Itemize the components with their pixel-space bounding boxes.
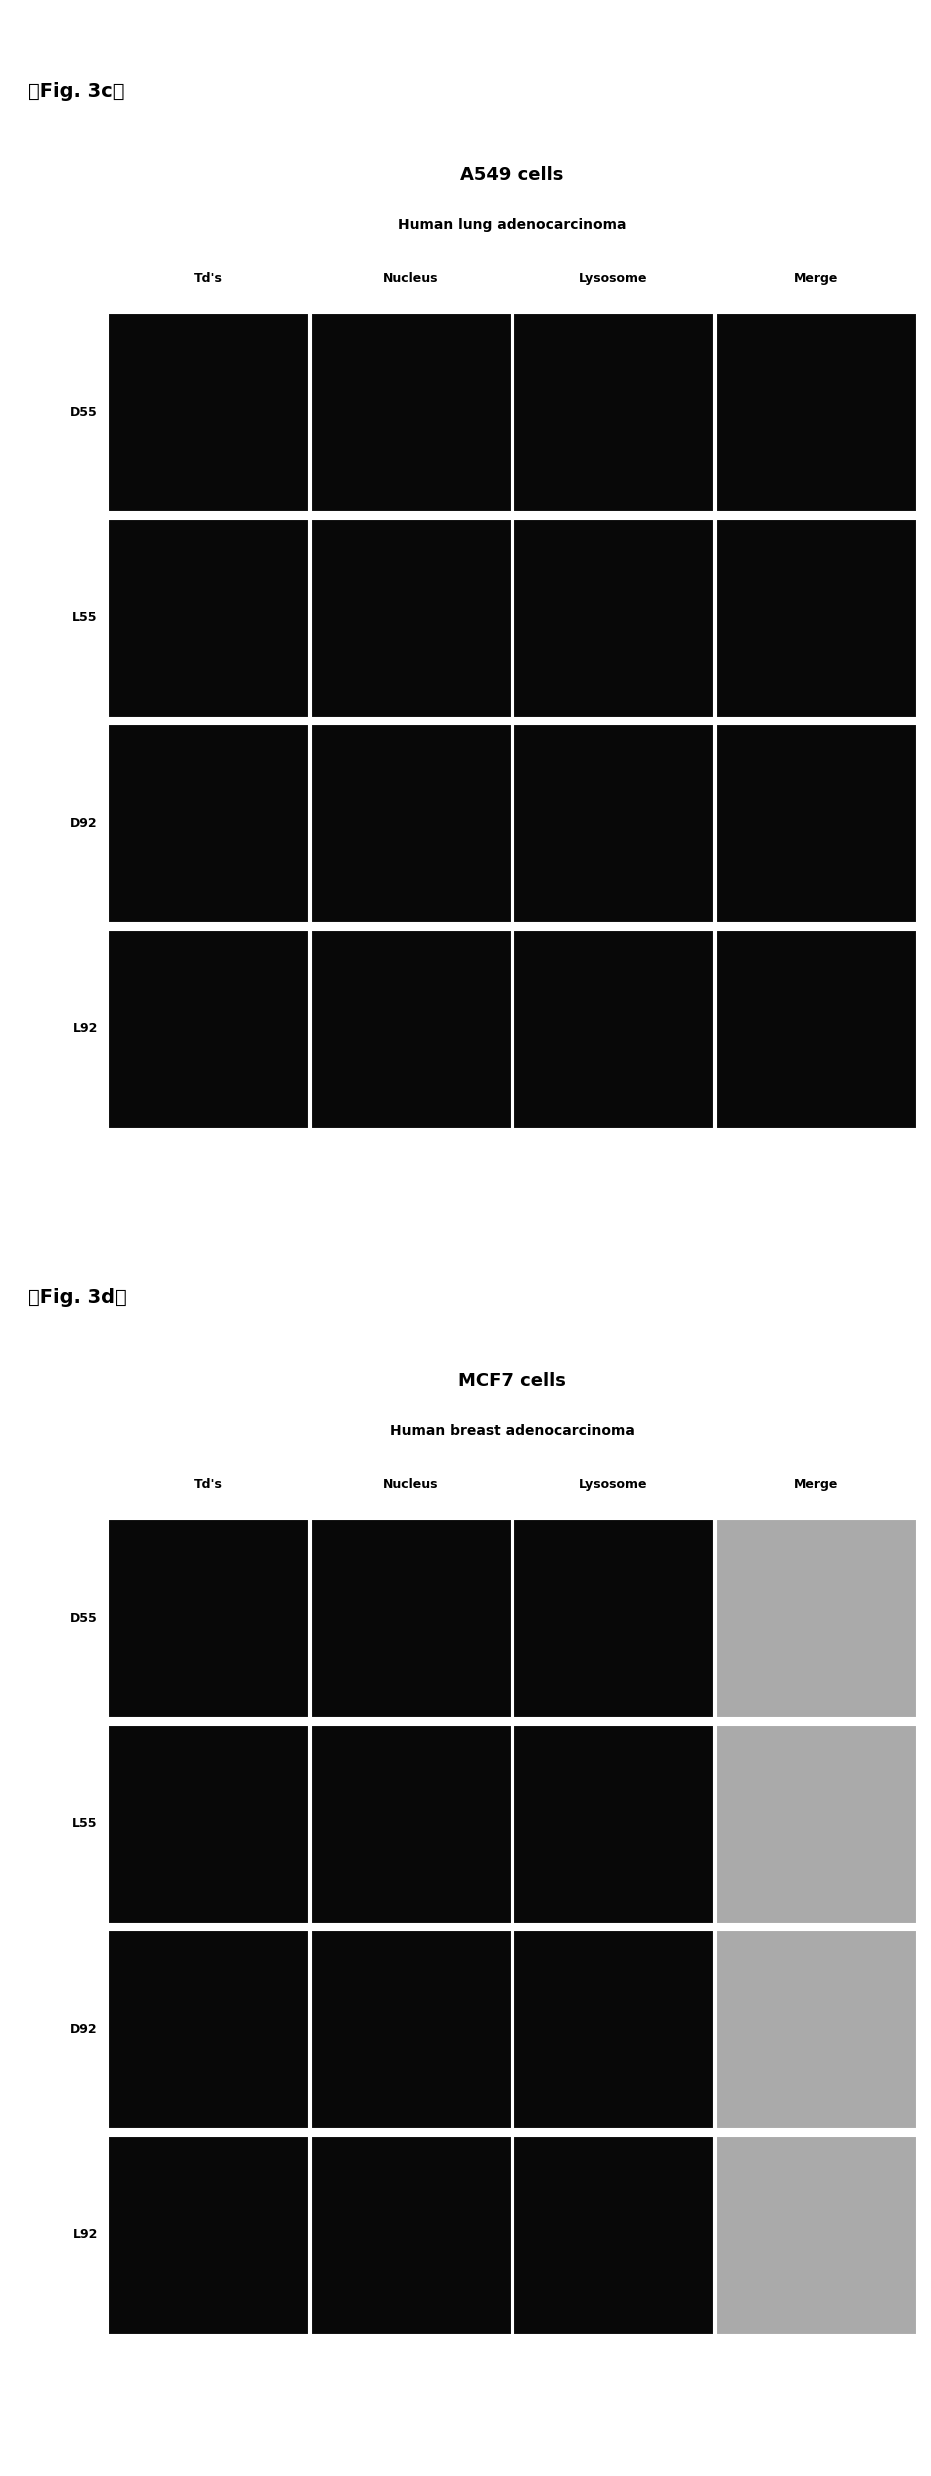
Text: L55: L55 [73, 612, 98, 624]
Text: A549 cells: A549 cells [460, 166, 564, 183]
Text: 【Fig. 3d】: 【Fig. 3d】 [28, 1288, 127, 1307]
Text: Td's: Td's [194, 1478, 223, 1491]
Text: Nucleus: Nucleus [383, 1478, 439, 1491]
Text: L55: L55 [73, 1817, 98, 1830]
Text: D55: D55 [70, 406, 98, 418]
Text: Lysosome: Lysosome [579, 272, 648, 285]
Text: Td's: Td's [194, 272, 223, 285]
Text: Lysosome: Lysosome [579, 1478, 648, 1491]
Text: D55: D55 [70, 1612, 98, 1624]
Text: L92: L92 [73, 2228, 98, 2241]
Text: Human lung adenocarcinoma: Human lung adenocarcinoma [398, 218, 627, 233]
Text: 【Fig. 3c】: 【Fig. 3c】 [28, 82, 125, 102]
Text: MCF7 cells: MCF7 cells [458, 1372, 566, 1389]
Text: L92: L92 [73, 1023, 98, 1035]
Text: Nucleus: Nucleus [383, 272, 439, 285]
Text: Merge: Merge [793, 272, 838, 285]
Text: D92: D92 [70, 817, 98, 829]
Text: D92: D92 [70, 2023, 98, 2035]
Text: Human breast adenocarcinoma: Human breast adenocarcinoma [389, 1424, 635, 1439]
Text: Merge: Merge [793, 1478, 838, 1491]
